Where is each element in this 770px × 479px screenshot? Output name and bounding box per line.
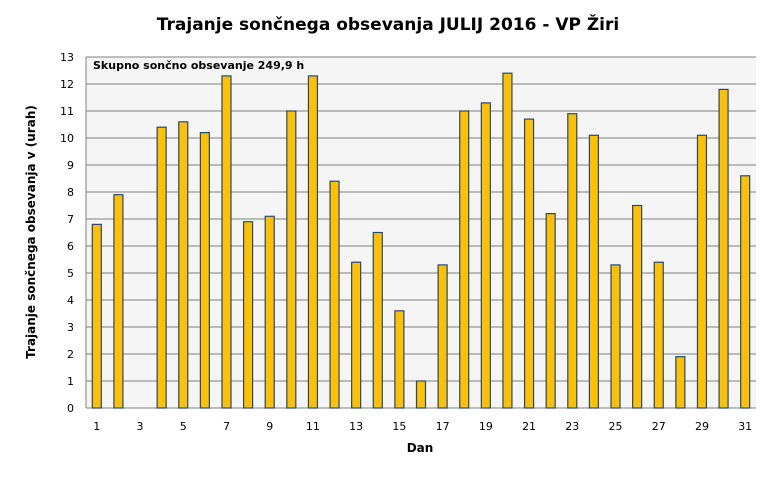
x-tick-label: 19	[479, 420, 493, 433]
bar-day-12	[329, 180, 340, 409]
x-tick-label: 27	[652, 420, 666, 433]
x-tick-label: 15	[392, 420, 406, 433]
y-tick-label: 1	[67, 375, 74, 388]
y-tick-label: 5	[67, 267, 74, 280]
x-tick-label: 31	[738, 420, 752, 433]
y-tick-label: 2	[67, 348, 74, 361]
x-tick-label: 17	[436, 420, 450, 433]
plot-area	[86, 57, 756, 408]
y-tick-label: 8	[67, 186, 74, 199]
x-tick-label: 1	[93, 420, 100, 433]
bar-day-7	[221, 75, 232, 409]
y-tick-label: 0	[67, 402, 74, 415]
total-annotation: Skupno sončno obsevanje 249,9 h	[93, 59, 304, 72]
y-tick-label: 9	[67, 159, 74, 172]
bar-day-27	[653, 261, 664, 409]
bar-day-26	[632, 204, 643, 409]
bar-day-5	[178, 121, 189, 409]
y-tick-label: 12	[60, 78, 74, 91]
bar-day-2	[113, 194, 124, 409]
x-tick-label: 29	[695, 420, 709, 433]
chart-title: Trajanje sončnega obsevanja JULIJ 2016 -…	[157, 13, 619, 35]
x-tick-label: 3	[137, 420, 144, 433]
bar-day-17	[437, 264, 448, 409]
bar-day-19	[480, 102, 491, 409]
bar-day-22	[545, 213, 556, 409]
bar-day-11	[307, 75, 319, 409]
bar-day-30	[718, 88, 729, 409]
x-tick-label: 11	[306, 420, 320, 433]
bar-day-13	[351, 261, 362, 409]
x-tick-label: 7	[223, 420, 230, 433]
y-axis-label: Trajanje sončnega obsevanja v (urah)	[24, 105, 38, 359]
bar-day-25	[610, 264, 621, 409]
bar-day-29	[696, 134, 708, 409]
bar-day-15	[394, 310, 405, 409]
bar-day-14	[372, 231, 383, 409]
y-tick-label: 10	[60, 132, 74, 145]
bar-day-8	[242, 221, 254, 409]
x-tick-label: 13	[349, 420, 363, 433]
x-tick-label: 23	[565, 420, 579, 433]
bar-day-9	[264, 215, 275, 409]
bar-day-21	[523, 118, 535, 409]
bar-day-4	[156, 126, 167, 409]
bar-day-31	[740, 175, 751, 409]
bar-day-28	[675, 356, 686, 409]
y-tick-label: 6	[67, 240, 74, 253]
bar-day-23	[567, 113, 578, 409]
bar-day-6	[199, 132, 210, 409]
bar-day-20	[502, 72, 513, 409]
bar-day-1	[91, 223, 102, 409]
x-tick-label: 5	[180, 420, 187, 433]
y-tick-label: 11	[60, 105, 74, 118]
y-tick-label: 4	[67, 294, 74, 307]
x-tick-label: 25	[609, 420, 623, 433]
y-tick-label: 3	[67, 321, 74, 334]
bar-day-24	[588, 134, 600, 409]
y-tick-label: 7	[67, 213, 74, 226]
bar-day-18	[459, 110, 470, 409]
bar-day-16	[415, 380, 427, 409]
x-tick-label: 9	[266, 420, 273, 433]
bar-day-10	[286, 110, 297, 409]
x-axis-label: Dan	[407, 441, 434, 455]
x-tick-label: 21	[522, 420, 536, 433]
y-tick-label: 13	[60, 51, 74, 64]
